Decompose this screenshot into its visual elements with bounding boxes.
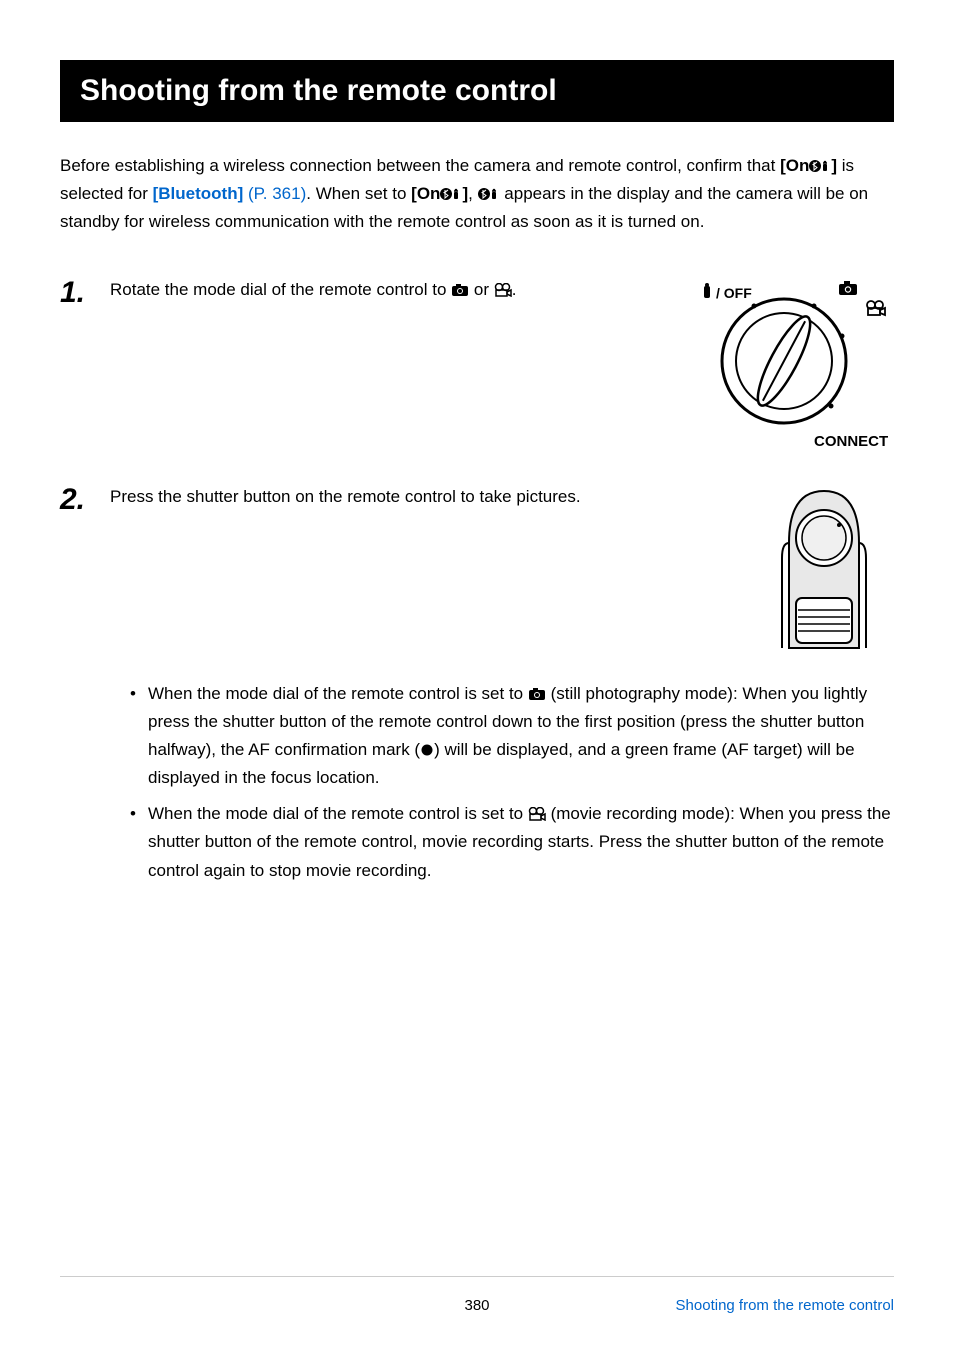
camera-icon	[451, 283, 469, 297]
af-mark-icon	[420, 743, 434, 757]
page-title: Shooting from the remote control	[60, 60, 894, 122]
step-1-number: 1.	[60, 276, 110, 308]
step-1: 1. Rotate the mode dial of the remote co…	[60, 276, 894, 463]
footer-section-link[interactable]: Shooting from the remote control	[676, 1297, 894, 1314]
bullet-movie-mode: When the mode dial of the remote control…	[130, 800, 894, 884]
page-footer: 380 Shooting from the remote control	[60, 1276, 894, 1314]
on-label-2: [On]	[411, 184, 468, 203]
intro-text-3: . When set to	[306, 184, 411, 203]
movie-icon	[494, 283, 512, 297]
mode-dial-diagram: / OFF	[684, 276, 894, 463]
camera-icon	[528, 687, 546, 701]
intro-text-1: Before establishing a wireless connectio…	[60, 156, 780, 175]
bluetooth-remote-icon	[440, 187, 462, 201]
bluetooth-remote-icon	[809, 159, 831, 173]
page-number: 380	[464, 1297, 489, 1314]
intro-comma: ,	[468, 184, 477, 203]
step-2-number: 2.	[60, 483, 110, 515]
bullet-list: When the mode dial of the remote control…	[130, 680, 894, 884]
page-ref-link[interactable]: (P. 361)	[243, 184, 306, 203]
bluetooth-remote-icon	[478, 187, 500, 201]
remote-control-diagram	[754, 483, 894, 660]
page-container: Shooting from the remote control Before …	[0, 0, 954, 1354]
intro-paragraph: Before establishing a wireless connectio…	[60, 152, 894, 236]
movie-icon	[528, 807, 546, 821]
step-2: 2. Press the shutter button on the remot…	[60, 483, 894, 660]
bluetooth-link[interactable]: [Bluetooth]	[153, 184, 244, 203]
svg-text:CONNECT: CONNECT	[814, 433, 888, 450]
step-1-text: Rotate the mode dial of the remote contr…	[110, 276, 684, 304]
bullet-still-mode: When the mode dial of the remote control…	[130, 680, 894, 792]
step-2-text: Press the shutter button on the remote c…	[110, 483, 754, 511]
svg-text:/ OFF: / OFF	[716, 285, 752, 301]
on-label-1: [On]	[780, 156, 837, 175]
